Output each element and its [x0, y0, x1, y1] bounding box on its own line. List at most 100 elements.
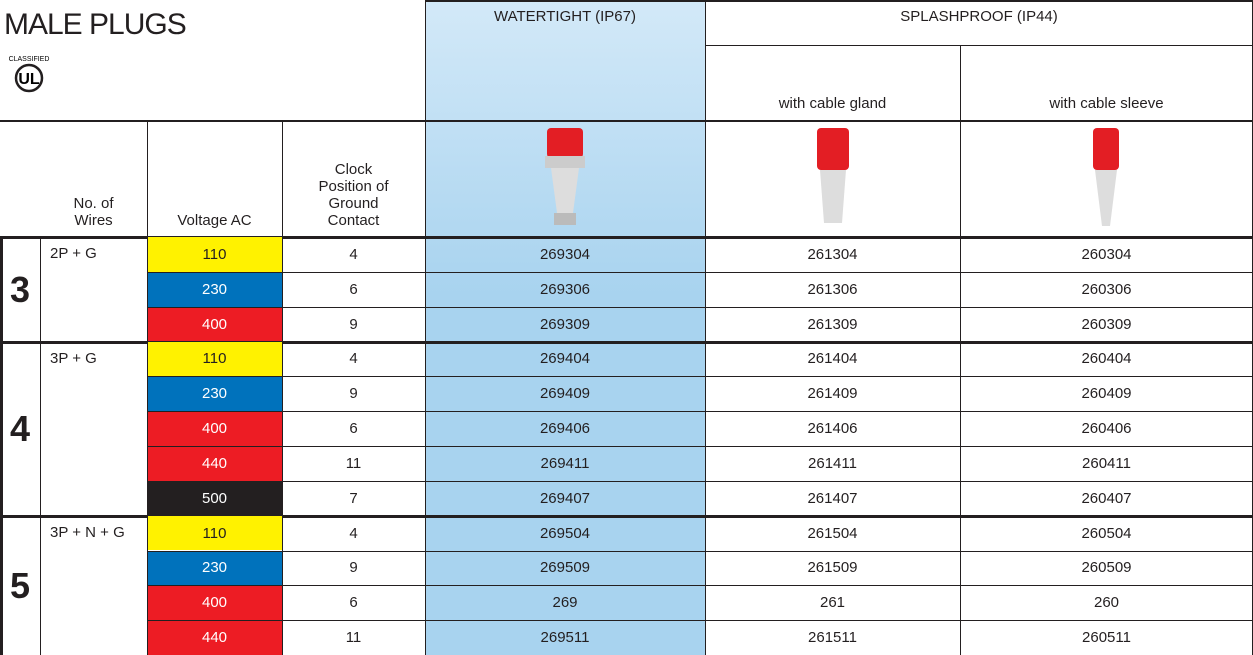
- wire-count: 3: [0, 237, 40, 342]
- sleeve-part: 260407: [960, 481, 1253, 516]
- splashproof-header: SPLASHPROOF (IP44): [705, 0, 1253, 45]
- rule: [147, 120, 148, 237]
- gland-header: with cable gland: [705, 45, 960, 120]
- voltage: 400: [147, 411, 282, 446]
- gland-part: 261509: [705, 551, 960, 586]
- gland-part: 261406: [705, 411, 960, 446]
- watertight-part: 269404: [425, 342, 705, 377]
- sleeve-part: 260306: [960, 272, 1253, 307]
- voltage: 110: [147, 237, 282, 272]
- gland-part: 261411: [705, 446, 960, 481]
- voltage: 230: [147, 376, 282, 411]
- gland-part: 261504: [705, 516, 960, 551]
- sleeve-part: 260304: [960, 237, 1253, 272]
- gland-part: 261: [705, 585, 960, 620]
- sleeve-part: 260509: [960, 551, 1253, 586]
- rule: [960, 45, 961, 237]
- voltage: 440: [147, 446, 282, 481]
- rule: [147, 237, 148, 655]
- rule: [147, 411, 1253, 412]
- gland-part: 261306: [705, 272, 960, 307]
- sleeve-header: with cable sleeve: [960, 45, 1253, 120]
- watertight-part: 269306: [425, 272, 705, 307]
- wire-config: 3P + G: [40, 342, 147, 516]
- rule: [0, 237, 3, 655]
- clock-position: 6: [282, 411, 425, 446]
- rule: [705, 45, 1253, 46]
- rule: [40, 237, 41, 655]
- sleeve-part: 260511: [960, 620, 1253, 655]
- rule: [147, 376, 1253, 377]
- logo-mark: UL: [18, 71, 40, 88]
- sleeve-part: 260504: [960, 516, 1253, 551]
- watertight-part: 269509: [425, 551, 705, 586]
- rule: [147, 446, 1253, 447]
- gland-part: 261407: [705, 481, 960, 516]
- rule: [282, 237, 283, 655]
- gland-part: 261511: [705, 620, 960, 655]
- watertight-header: WATERTIGHT (IP67): [425, 0, 705, 45]
- rule: [282, 120, 283, 237]
- watertight-part: 269406: [425, 411, 705, 446]
- sleeve-part: 260406: [960, 411, 1253, 446]
- wires-header: No. of Wires: [40, 120, 147, 237]
- gland-part: 261409: [705, 376, 960, 411]
- voltage: 400: [147, 307, 282, 342]
- rule: [0, 120, 1253, 122]
- wire-config: 2P + G: [40, 237, 147, 342]
- watertight-part: 269309: [425, 307, 705, 342]
- clock-position: 11: [282, 446, 425, 481]
- watertight-part: 269: [425, 585, 705, 620]
- rule: [147, 307, 1253, 308]
- clock-position: 6: [282, 272, 425, 307]
- clock-position: 4: [282, 342, 425, 377]
- page-title: MALE PLUGS: [4, 6, 186, 42]
- clock-position: 11: [282, 620, 425, 655]
- voltage-header: Voltage AC: [147, 120, 282, 237]
- watertight-part: 269304: [425, 237, 705, 272]
- ul-logo: CLASSIFIED UL: [6, 52, 62, 102]
- rule: [705, 237, 706, 655]
- sleeve-part: 260411: [960, 446, 1253, 481]
- voltage: 500: [147, 481, 282, 516]
- sleeve-part: 260: [960, 585, 1253, 620]
- rule: [425, 0, 1253, 2]
- rule: [705, 0, 706, 237]
- voltage: 110: [147, 516, 282, 551]
- page: MALE PLUGS CLASSIFIED UL WATERTIGHT (IP6…: [0, 0, 1253, 655]
- gland-part: 261309: [705, 307, 960, 342]
- rule: [147, 481, 1253, 482]
- voltage: 230: [147, 272, 282, 307]
- rule: [147, 272, 1253, 273]
- rule: [147, 620, 1253, 621]
- rule: [960, 237, 961, 655]
- sleeve-part: 260404: [960, 342, 1253, 377]
- voltage: 440: [147, 620, 282, 655]
- clock-position: 6: [282, 585, 425, 620]
- logo-top: CLASSIFIED: [9, 56, 50, 63]
- voltage: 400: [147, 585, 282, 620]
- rule: [147, 585, 1253, 586]
- watertight-part: 269409: [425, 376, 705, 411]
- rule: [425, 0, 426, 237]
- clock-position: 9: [282, 551, 425, 586]
- voltage: 230: [147, 551, 282, 586]
- wire-count: 4: [0, 342, 40, 516]
- clock-header: Clock Position of Ground Contact: [282, 120, 425, 237]
- clock-position: 9: [282, 376, 425, 411]
- rule: [147, 551, 1253, 552]
- voltage: 110: [147, 342, 282, 377]
- sleeve-part: 260409: [960, 376, 1253, 411]
- wire-count: 5: [0, 516, 40, 655]
- watertight-part: 269504: [425, 516, 705, 551]
- rule: [425, 237, 426, 655]
- watertight-part: 269411: [425, 446, 705, 481]
- watertight-part: 269407: [425, 481, 705, 516]
- gland-part: 261404: [705, 342, 960, 377]
- wire-config: 3P + N + G: [40, 516, 147, 655]
- clock-position: 9: [282, 307, 425, 342]
- sleeve-part: 260309: [960, 307, 1253, 342]
- clock-position: 4: [282, 237, 425, 272]
- clock-position: 4: [282, 516, 425, 551]
- watertight-part: 269511: [425, 620, 705, 655]
